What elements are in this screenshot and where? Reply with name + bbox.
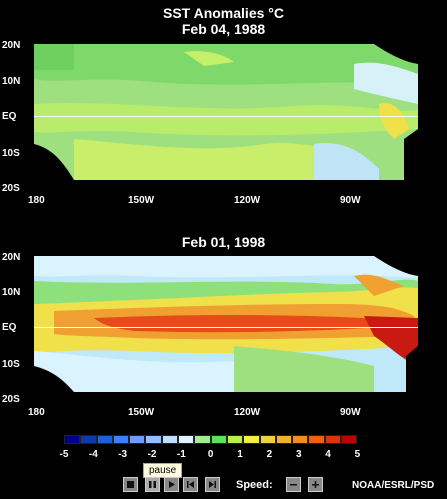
color-swatch [226, 435, 244, 444]
color-tick-label: -4 [88, 449, 98, 460]
color-tick-label: -5 [59, 449, 69, 460]
color-tick-label: 0 [207, 449, 214, 460]
color-tick-label: -3 [118, 449, 128, 460]
step-back-button[interactable] [183, 477, 198, 492]
color-tick-label: 1 [237, 449, 243, 460]
lat-label: 10S [2, 359, 20, 370]
color-swatch [129, 435, 146, 444]
stop-button[interactable] [123, 477, 138, 492]
color-swatch [243, 435, 260, 444]
color-swatch [308, 435, 325, 444]
credit-label: NOAA/ESRL/PSD [352, 480, 435, 491]
lon-label: 150W [128, 195, 155, 206]
color-swatch [178, 435, 195, 444]
lon-label: 90W [340, 407, 361, 418]
lon-label: 180 [28, 407, 45, 418]
lon-label: 90W [340, 195, 361, 206]
color-swatch [80, 435, 97, 444]
play-button[interactable] [164, 477, 179, 492]
color-swatch [275, 435, 293, 444]
color-swatch [112, 435, 130, 444]
color-tick-label: -2 [147, 449, 157, 460]
pause-icon [149, 481, 156, 488]
color-swatch [194, 435, 211, 444]
lat-label: EQ [2, 111, 17, 122]
step-back-icon [187, 481, 194, 488]
lat-label: 10S [2, 148, 20, 159]
color-tick-label: 3 [295, 449, 302, 460]
play-icon [169, 481, 175, 488]
lat-label: EQ [2, 322, 17, 333]
color-tick-label: 4 [325, 449, 331, 460]
lon-label: 180 [28, 195, 45, 206]
equator-line-2 [34, 327, 418, 328]
step-forward-button[interactable] [205, 477, 220, 492]
pause-tooltip: pause [143, 463, 183, 478]
minus-icon [290, 484, 297, 486]
color-swatch [292, 435, 309, 444]
color-swatch [259, 435, 276, 444]
lat-label: 20N [2, 40, 21, 51]
lat-label: 10N [2, 76, 21, 87]
lat-label: 20S [2, 183, 20, 194]
lon-label: 150W [128, 407, 155, 418]
color-tick-label: 5 [354, 449, 361, 460]
speed-label: Speed: [236, 479, 273, 491]
color-swatch [96, 435, 113, 444]
speed-down-button[interactable] [286, 477, 301, 492]
stop-icon [127, 481, 134, 488]
color-swatch [210, 435, 227, 444]
step-forward-icon [209, 481, 216, 488]
speed-up-button[interactable] [308, 477, 323, 492]
lon-label: 120W [234, 407, 261, 418]
color-swatch [145, 435, 162, 444]
lat-label: 20N [2, 252, 21, 263]
color-swatch [64, 435, 81, 444]
lat-label: 10N [2, 287, 21, 298]
lat-label: 20S [2, 394, 20, 405]
map2-date: Feb 01, 1998 [181, 234, 266, 250]
pause-button[interactable] [145, 477, 160, 492]
sst-map-1998 [34, 256, 418, 392]
map1-date: Feb 04, 1988 [181, 21, 266, 37]
lon-label: 120W [234, 195, 261, 206]
color-swatch [324, 435, 342, 444]
sst-map-1988 [34, 44, 418, 180]
plus-icon [312, 481, 319, 488]
figure-title: SST Anomalies °C [163, 5, 284, 21]
color-tick-label: -1 [176, 449, 186, 460]
equator-line-1 [34, 116, 418, 117]
color-swatch [161, 435, 179, 444]
color-swatch [341, 435, 358, 444]
color-scale-bar [64, 435, 358, 444]
color-tick-label: 2 [266, 449, 273, 460]
